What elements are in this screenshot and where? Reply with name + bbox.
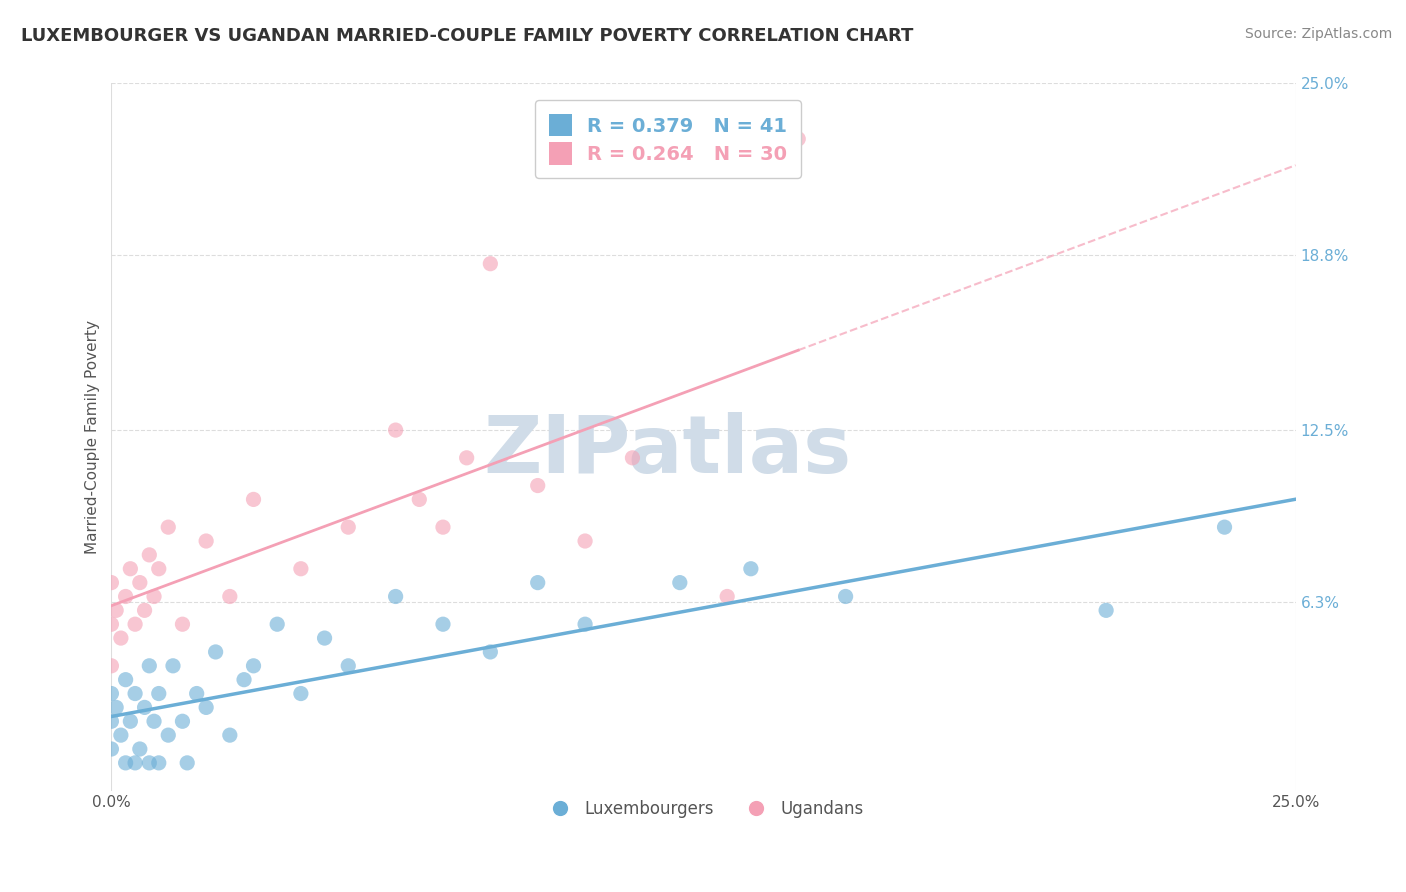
Point [172, 714, 194, 729]
Point [186, 687, 208, 701]
Point [114, 756, 136, 770]
Point [526, 478, 548, 492]
Point [195, 700, 218, 714]
Point [157, 728, 180, 742]
Point [100, 714, 122, 729]
Point [162, 658, 184, 673]
Point [408, 492, 430, 507]
Legend: Luxembourgers, Ugandans: Luxembourgers, Ugandans [536, 793, 870, 825]
Point [384, 590, 406, 604]
Point [120, 714, 142, 729]
Point [432, 617, 454, 632]
Point [148, 562, 170, 576]
Point [456, 450, 478, 465]
Point [621, 450, 644, 465]
Point [124, 617, 146, 632]
Point [233, 673, 256, 687]
Point [266, 617, 288, 632]
Text: Source: ZipAtlas.com: Source: ZipAtlas.com [1244, 27, 1392, 41]
Text: LUXEMBOURGER VS UGANDAN MARRIED-COUPLE FAMILY POVERTY CORRELATION CHART: LUXEMBOURGER VS UGANDAN MARRIED-COUPLE F… [21, 27, 914, 45]
Point [479, 645, 502, 659]
Point [110, 728, 132, 742]
Point [124, 687, 146, 701]
Point [337, 520, 360, 534]
Point [787, 132, 810, 146]
Point [574, 534, 596, 549]
Point [669, 575, 692, 590]
Point [100, 575, 122, 590]
Text: ZIPatlas: ZIPatlas [484, 412, 852, 491]
Point [176, 756, 198, 770]
Point [120, 562, 142, 576]
Point [100, 617, 122, 632]
Point [242, 658, 264, 673]
Point [204, 645, 226, 659]
Point [432, 520, 454, 534]
Point [218, 590, 240, 604]
Point [290, 687, 312, 701]
Point [716, 590, 738, 604]
Point [526, 575, 548, 590]
Point [143, 590, 166, 604]
Point [114, 590, 136, 604]
Point [138, 548, 160, 562]
Point [314, 631, 336, 645]
Point [100, 658, 122, 673]
Y-axis label: Married-Couple Family Poverty: Married-Couple Family Poverty [86, 320, 100, 554]
Point [148, 687, 170, 701]
Point [128, 742, 150, 756]
Point [134, 603, 156, 617]
Point [138, 658, 160, 673]
Point [100, 742, 122, 756]
Point [105, 700, 128, 714]
Point [138, 756, 160, 770]
Point [834, 590, 856, 604]
Point [384, 423, 406, 437]
Point [148, 756, 170, 770]
Point [1213, 520, 1236, 534]
Point [143, 714, 166, 729]
Point [290, 562, 312, 576]
Point [195, 534, 218, 549]
Point [105, 603, 128, 617]
Point [242, 492, 264, 507]
Point [740, 562, 762, 576]
Point [218, 728, 240, 742]
Point [110, 631, 132, 645]
Point [479, 257, 502, 271]
Point [172, 617, 194, 632]
Point [574, 617, 596, 632]
Point [114, 673, 136, 687]
Point [124, 756, 146, 770]
Point [1095, 603, 1118, 617]
Point [337, 658, 360, 673]
Point [100, 687, 122, 701]
Point [134, 700, 156, 714]
Point [157, 520, 180, 534]
Point [128, 575, 150, 590]
